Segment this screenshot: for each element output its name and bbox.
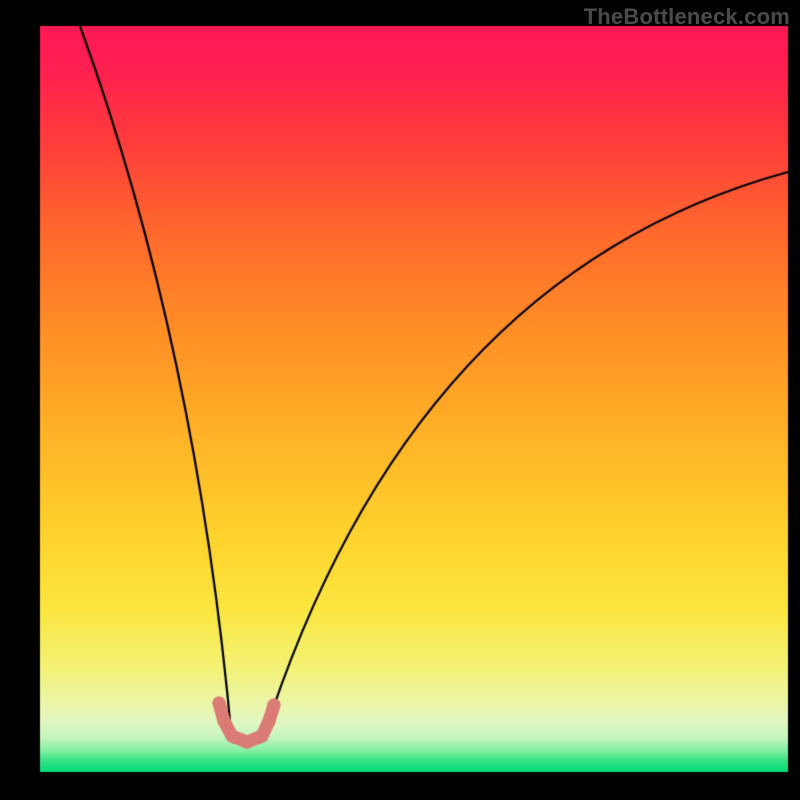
bottleneck-chart-canvas — [0, 0, 800, 800]
watermark-text: TheBottleneck.com — [584, 4, 790, 30]
chart-container: TheBottleneck.com — [0, 0, 800, 800]
